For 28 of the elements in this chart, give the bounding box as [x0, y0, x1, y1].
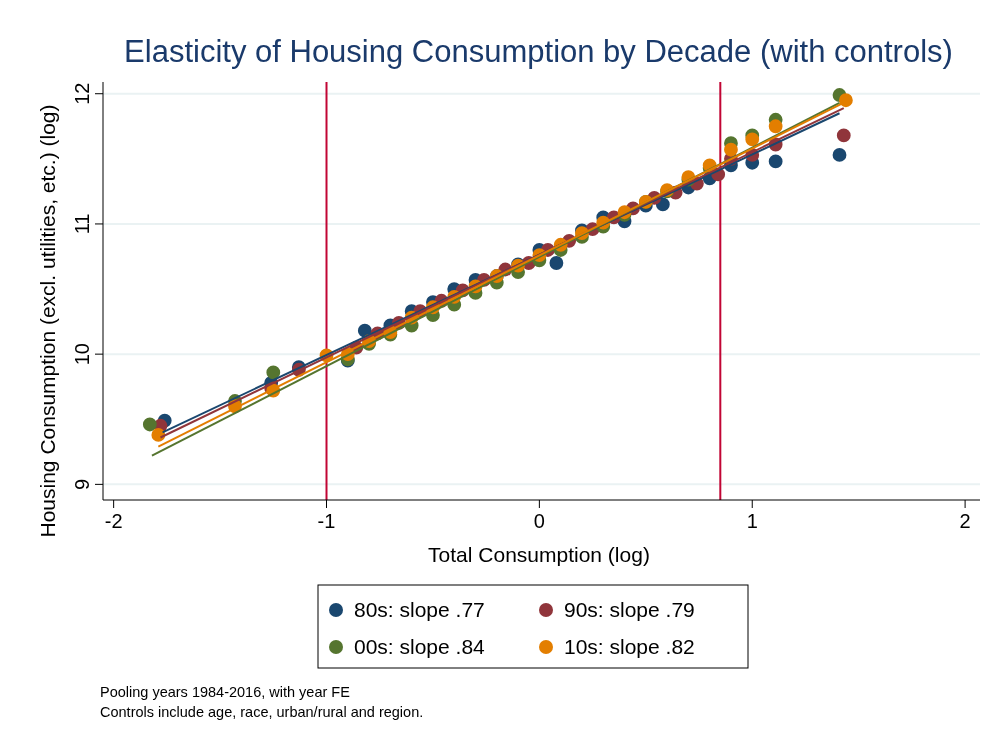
x-tick-label: 0: [533, 510, 545, 532]
chart-title: Elasticity of Housing Consumption by Decade (with controls): [124, 34, 953, 69]
point: [724, 142, 738, 157]
legend-label: 10s: slope .82: [564, 635, 695, 658]
point: [549, 256, 564, 270]
x-axis-title: Total Consumption (log): [428, 543, 650, 566]
point: [838, 93, 853, 108]
y-tick-label: 10: [71, 343, 93, 366]
point: [142, 417, 157, 432]
legend-label: 80s: slope .77: [354, 598, 485, 621]
text: Pooling years 1984-2016, with year FE: [100, 684, 351, 700]
text: Controls include age, race, urban/rural and region.: [100, 704, 424, 720]
y-tick-label: 12: [71, 82, 93, 105]
point: [768, 119, 783, 134]
legend-label: 00s: slope .84: [354, 635, 486, 658]
point: [745, 132, 760, 147]
y-tick-label: 9: [71, 478, 93, 490]
point: [768, 154, 783, 169]
y-tick-label: 11: [71, 213, 93, 235]
x-tick-label: 1: [746, 510, 758, 532]
point: [832, 148, 847, 162]
x-tick-label: -2: [104, 510, 123, 532]
point: [836, 128, 851, 143]
y-axis-title: Housing Consumption (excl. utilities, etc.) (log): [36, 104, 59, 538]
point: [266, 365, 281, 380]
x-tick-label: 2: [959, 510, 971, 532]
x-tick-label: -1: [317, 510, 336, 532]
legend-label: 90s: slope .79: [564, 598, 695, 621]
